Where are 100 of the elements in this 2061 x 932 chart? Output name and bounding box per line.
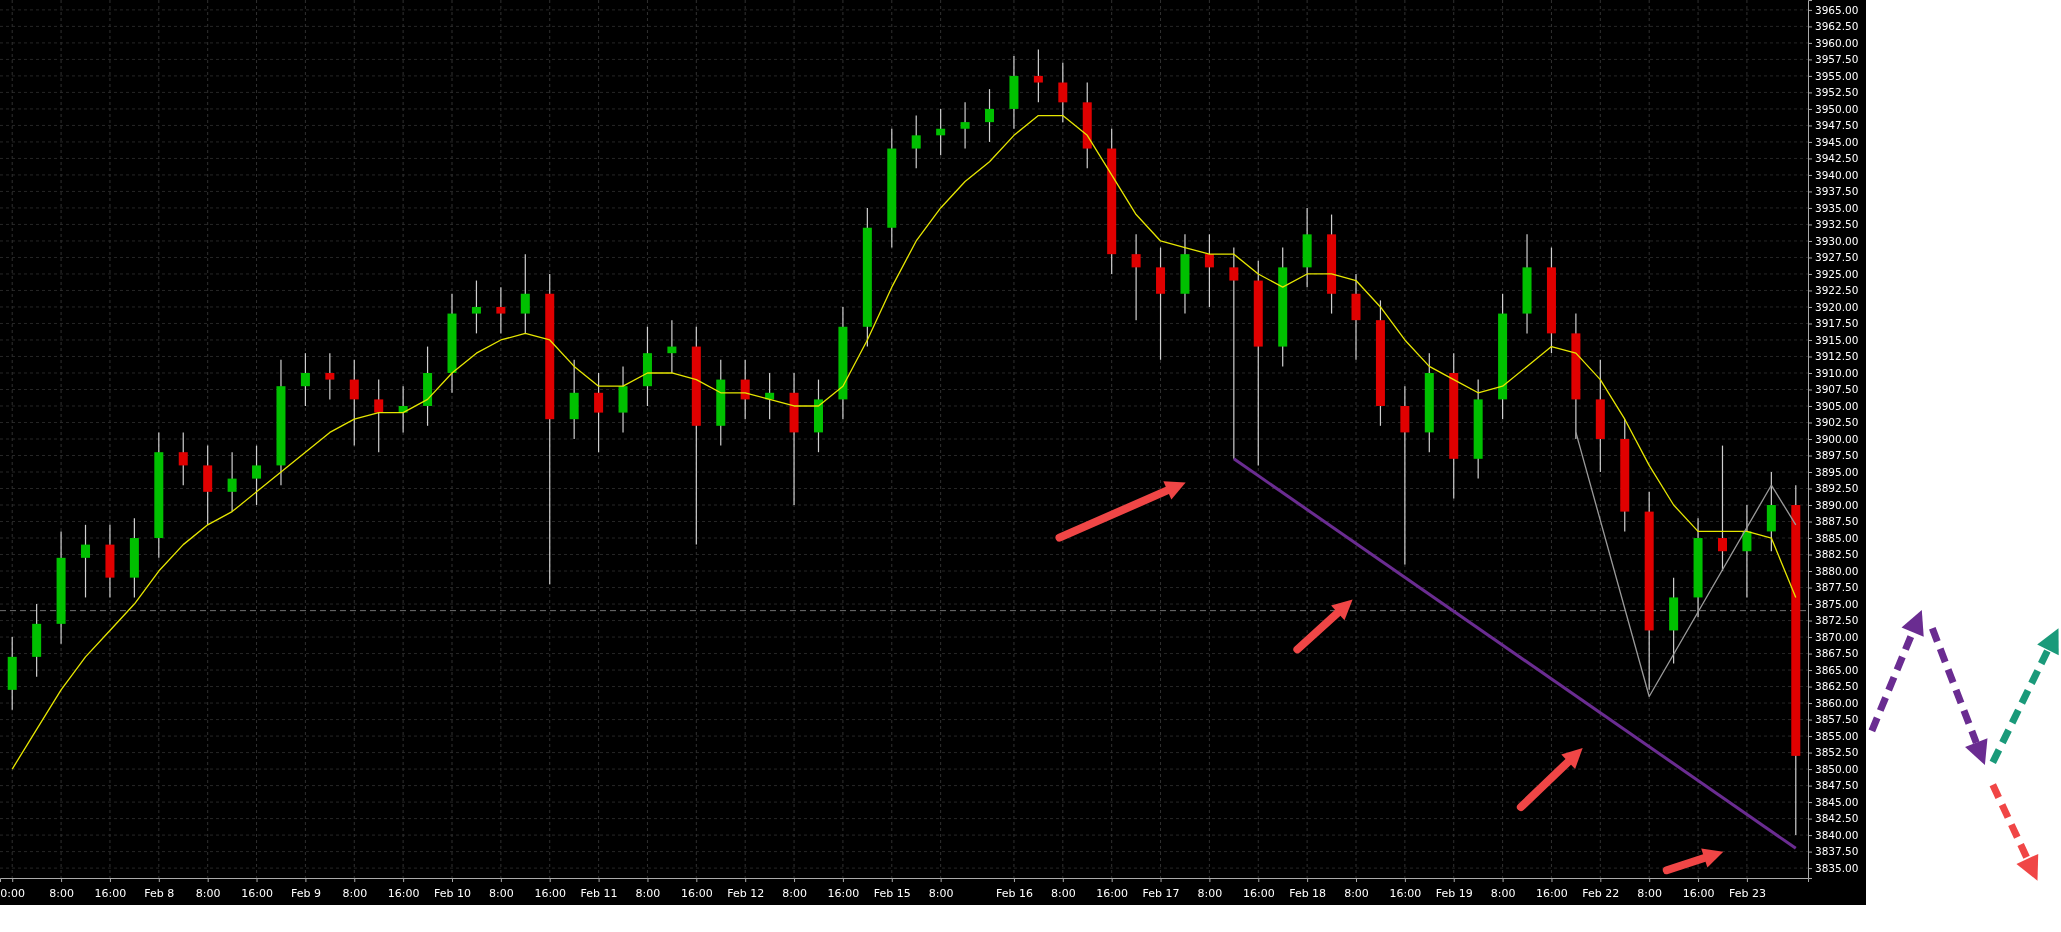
y-tick-label: 3882.50 (1815, 548, 1859, 561)
x-tick-label: 8:00 (1344, 887, 1369, 901)
x-tick-label: 16:00 (387, 887, 420, 901)
candlestick (374, 378, 384, 453)
y-tick-label: 3907.50 (1815, 383, 1859, 396)
x-tick-label: 8:00 (49, 887, 74, 901)
y-tick-label: 3885.00 (1815, 531, 1859, 544)
x-tick-label: 0:00 (0, 887, 26, 901)
y-tick-label: 3952.50 (1815, 86, 1859, 99)
y-tick-label: 3920.00 (1815, 300, 1859, 313)
x-tick-label: 16:00 (680, 887, 713, 901)
y-tick-label: 3947.50 (1815, 119, 1859, 132)
y-tick-label: 3867.50 (1815, 647, 1859, 660)
x-tick-label: Feb 15 (873, 887, 911, 901)
y-tick-label: 3855.00 (1815, 729, 1859, 742)
x-tick-label: Feb 8 (144, 887, 175, 901)
y-tick-label: 3945.00 (1815, 135, 1859, 148)
y-tick-label: 3962.50 (1815, 20, 1859, 33)
y-tick-label: 3892.50 (1815, 482, 1859, 495)
candlestick (936, 108, 946, 156)
x-tick-label: Feb 22 (1582, 887, 1620, 901)
y-tick-label: 3935.00 (1815, 201, 1859, 214)
candlestick (960, 101, 970, 150)
candlestick (252, 445, 262, 506)
y-tick-label: 3880.00 (1815, 564, 1859, 577)
x-tick-label: Feb 12 (727, 887, 765, 901)
y-tick-label: 3837.50 (1815, 845, 1859, 858)
y-tick-label: 3857.50 (1815, 713, 1859, 726)
candlestick (1131, 233, 1141, 321)
y-tick-label: 3897.50 (1815, 449, 1859, 462)
y-tick-label: 3870.00 (1815, 630, 1859, 643)
x-tick-label: 8:00 (928, 887, 954, 901)
x-tick-label: 8:00 (635, 887, 661, 901)
y-tick-label: 3942.50 (1815, 152, 1859, 165)
candlestick (300, 352, 310, 407)
candlestick (496, 286, 506, 334)
x-tick-label: 8:00 (342, 887, 368, 901)
y-tick-label: 3850.00 (1815, 762, 1859, 775)
x-tick-label: Feb 11 (580, 887, 618, 901)
y-tick-label: 3845.00 (1815, 795, 1859, 808)
x-tick-label: Feb 16 (995, 887, 1033, 901)
y-tick-label: 3957.50 (1815, 53, 1859, 66)
x-tick-label: 8:00 (1197, 887, 1223, 901)
y-tick-label: 3937.50 (1815, 185, 1859, 198)
y-tick-label: 3900.00 (1815, 432, 1859, 445)
candlestick (349, 359, 359, 447)
candlestick (81, 524, 91, 599)
x-tick-label: 16:00 (1536, 887, 1568, 901)
line-series (11, 114, 1797, 770)
x-tick-label: 16:00 (1242, 887, 1275, 901)
y-tick-label: 3865.00 (1815, 663, 1859, 676)
x-tick-label: 16:00 (827, 887, 860, 901)
candlestick (667, 319, 677, 374)
y-tick-label: 3872.50 (1815, 614, 1859, 627)
x-tick-label: Feb 18 (1289, 887, 1327, 901)
candlestick (178, 431, 188, 486)
y-tick-label: 3922.50 (1815, 284, 1859, 297)
candlestick (1033, 48, 1043, 103)
y-tick-label: 3940.00 (1815, 168, 1859, 181)
y-tick-label: 3847.50 (1815, 779, 1859, 792)
x-tick-label: 16:00 (94, 887, 127, 901)
y-tick-label: 3912.50 (1815, 350, 1859, 363)
y-tick-label: 3960.00 (1815, 36, 1859, 49)
x-tick-label: 16:00 (1682, 887, 1715, 901)
y-tick-label: 3842.50 (1815, 812, 1859, 825)
candlestick (1229, 246, 1239, 460)
y-tick-label: 3965.00 (1815, 3, 1859, 16)
x-tick-label: 16:00 (241, 887, 273, 901)
candlestick (1204, 233, 1214, 308)
y-tick-label: 3895.00 (1815, 465, 1859, 478)
y-tick-label: 3917.50 (1815, 317, 1859, 330)
x-tick-label: 16:00 (1389, 887, 1422, 901)
y-tick-label: 3950.00 (1815, 102, 1859, 115)
x-tick-label: Feb 23 (1728, 887, 1766, 901)
y-tick-label: 3955.00 (1815, 69, 1859, 82)
y-tick-label: 3930.00 (1815, 234, 1859, 247)
x-tick-label: Feb 19 (1435, 887, 1473, 901)
candlestick (985, 88, 995, 143)
y-tick-label: 3835.00 (1815, 861, 1859, 874)
x-tick-label: 16:00 (534, 887, 567, 901)
y-tick-label: 3925.00 (1815, 267, 1859, 280)
x-tick-label: 8:00 (195, 887, 221, 901)
candlestick (325, 352, 335, 400)
candlestick (1058, 62, 1068, 123)
y-tick-label: 3860.00 (1815, 696, 1859, 709)
x-tick-label: 8:00 (489, 887, 514, 901)
x-tick-label: Feb 17 (1142, 887, 1180, 901)
y-tick-label: 3927.50 (1815, 251, 1859, 264)
candlestick (227, 451, 237, 513)
y-tick-label: 3905.00 (1815, 399, 1859, 412)
y-tick-label: 3852.50 (1815, 746, 1859, 759)
x-tick-label: 8:00 (782, 887, 807, 901)
candlestick (471, 279, 481, 334)
y-tick-label: 3875.00 (1815, 597, 1859, 610)
y-tick-label: 3877.50 (1815, 581, 1859, 594)
candlestick (520, 253, 530, 334)
x-tick-label: 8:00 (1050, 887, 1076, 901)
x-tick-label: Feb 10 (434, 887, 471, 901)
x-tick-label: Feb 9 (290, 887, 321, 901)
y-tick-label: 3840.00 (1815, 828, 1859, 841)
